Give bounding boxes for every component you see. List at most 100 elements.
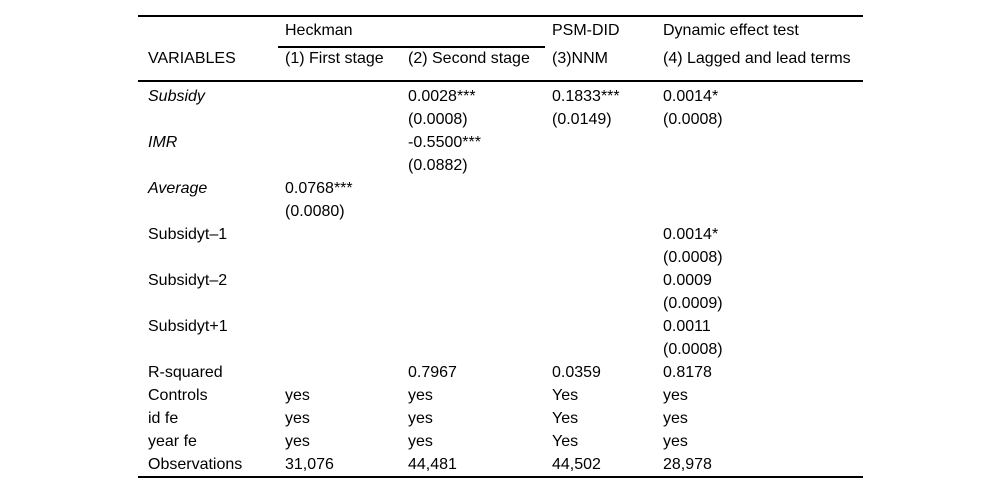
cell-nnm: Yes [552,433,579,450]
row-label: id fe [148,410,179,427]
header-group-heckman: Heckman [285,22,353,39]
cell-lagged-lead: (0.0009) [663,295,723,312]
cell-first-stage: yes [285,433,310,450]
cell-lagged-lead [663,200,863,223]
table-row: Observations 31,076 44,481 44,502 28,978 [148,453,863,476]
cell-second-stage [408,269,552,292]
cell-second-stage [408,223,552,246]
cell-first-stage: (0.0080) [285,203,345,220]
table-row: Controls yes yes Yes yes [148,384,863,407]
cell-first-stage [285,315,408,338]
table-row: year fe yes yes Yes yes [148,430,863,453]
cell-lagged-lead: yes [663,387,688,404]
header-lagged-lead: (4) Lagged and lead terms [663,50,851,67]
cell-first-stage [285,269,408,292]
cell-nnm [552,154,663,177]
cell-first-stage: yes [285,387,310,404]
row-label: Controls [148,387,208,404]
cell-nnm [552,315,663,338]
table-bottom-rule [138,476,863,478]
cell-second-stage: yes [408,433,433,450]
cell-nnm: Yes [552,410,579,427]
cell-second-stage: 0.0028*** [408,88,476,105]
table-row: R-squared 0.7967 0.0359 0.8178 [148,361,863,384]
cell-second-stage: yes [408,410,433,427]
table-body: Subsidy 0.0028*** 0.1833*** 0.0014* (0.0… [148,85,863,476]
cell-second-stage [408,292,552,315]
table-row: (0.0008) [148,246,863,269]
cell-nnm [552,292,663,315]
cell-second-stage: 0.7967 [408,364,457,381]
cell-second-stage: -0.5500*** [408,134,481,151]
table-row: Subsidyt+1 0.0011 [148,315,863,338]
table-row: Subsidyt–1 0.0014* [148,223,863,246]
cell-second-stage [408,177,552,200]
cell-first-stage [285,361,408,384]
table-row: (0.0882) [148,154,863,177]
cell-lagged-lead: 0.0009 [663,272,712,289]
regression-results-table: Heckman PSM-DID Dynamic effect test VARI… [138,15,863,479]
cell-nnm [552,177,663,200]
cell-lagged-lead: (0.0008) [663,249,723,266]
row-label: Subsidyt+1 [148,318,228,335]
header-group-blank [148,19,285,43]
cell-lagged-lead: 0.0014* [663,88,719,105]
header-second-stage: (2) Second stage [408,50,530,67]
cell-lagged-lead [663,177,863,200]
table-row: (0.0008) (0.0149) (0.0008) [148,108,863,131]
cell-nnm: Yes [552,387,579,404]
cell-lagged-lead: yes [663,410,688,427]
row-label [148,108,285,131]
cell-first-stage [285,223,408,246]
cell-lagged-lead [663,131,863,154]
row-label: Subsidyt–1 [148,226,228,243]
cell-second-stage: 44,481 [408,456,457,473]
cell-first-stage [285,131,408,154]
cell-lagged-lead: yes [663,433,688,450]
header-nnm: (3)NNM [552,50,608,67]
cell-lagged-lead: (0.0008) [663,111,723,128]
cell-second-stage [408,246,552,269]
header-bottom-rule [138,80,863,82]
row-label [148,338,285,361]
table-row: (0.0080) [148,200,863,223]
cell-lagged-lead: 0.8178 [663,364,712,381]
cell-nnm: 0.1833*** [552,88,620,105]
row-label [148,154,285,177]
table-row: Subsidy 0.0028*** 0.1833*** 0.0014* [148,85,863,108]
cell-first-stage [285,85,408,108]
cell-lagged-lead [663,154,863,177]
table-row: (0.0008) [148,338,863,361]
header-columns-row: VARIABLES (1) First stage (2) Second sta… [148,47,863,71]
cell-nnm [552,246,663,269]
cell-nnm [552,223,663,246]
cell-second-stage [408,200,552,223]
cell-nnm [552,131,663,154]
cell-first-stage [285,154,408,177]
cell-first-stage: 0.0768*** [285,180,353,197]
cell-first-stage: yes [285,410,310,427]
row-label [148,246,285,269]
cell-nnm [552,200,663,223]
table-row: (0.0009) [148,292,863,315]
table-top-rule [138,15,863,17]
row-label: Subsidyt–2 [148,272,228,289]
cell-nnm [552,338,663,361]
cell-lagged-lead: 0.0011 [663,318,711,335]
cell-lagged-lead: (0.0008) [663,341,723,358]
header-group-psm-did: PSM-DID [552,22,620,39]
cell-nnm: 44,502 [552,456,601,473]
header-group-dynamic-effect-test: Dynamic effect test [663,22,799,39]
row-label: IMR [148,134,178,151]
cell-first-stage: 31,076 [285,456,334,473]
cell-second-stage: yes [408,387,433,404]
header-variables: VARIABLES [148,50,236,67]
row-label: Observations [148,456,243,473]
header-group-row: Heckman PSM-DID Dynamic effect test [148,19,863,43]
cell-lagged-lead: 28,978 [663,456,712,473]
row-label: R-squared [148,364,223,381]
cell-second-stage [408,315,552,338]
table-row: Subsidyt–2 0.0009 [148,269,863,292]
cell-first-stage [285,292,408,315]
